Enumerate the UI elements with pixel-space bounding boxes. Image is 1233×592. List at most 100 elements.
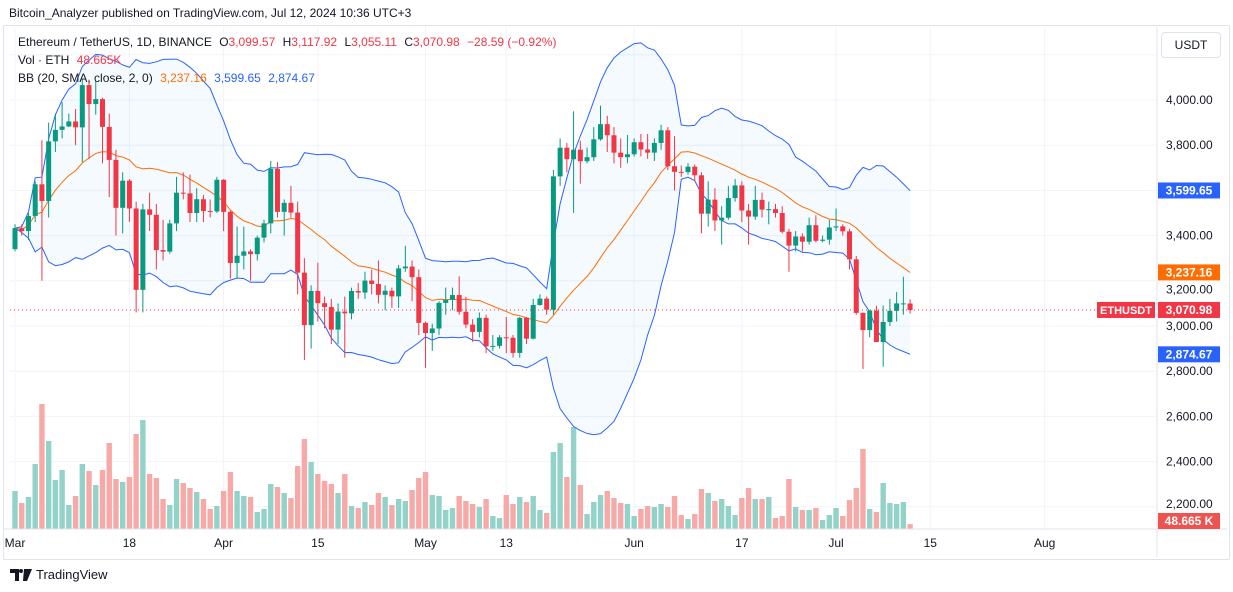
candle-body [476, 317, 482, 332]
candle-body [698, 175, 704, 214]
candle-body [786, 231, 792, 246]
volume-bar [665, 507, 671, 529]
volume-bar [66, 505, 72, 529]
candle-body [443, 299, 449, 303]
candle-body [463, 311, 469, 325]
candle-body [550, 176, 556, 310]
volume-bar [234, 491, 240, 529]
time-tick-label: 15 [924, 536, 938, 550]
candle-body [160, 250, 166, 252]
candle-body [288, 202, 294, 213]
legend-bb-row: BB (20, SMA, close, 2, 0) 3,237.16 3,599… [18, 71, 319, 85]
candle-body [416, 277, 422, 323]
volume-bar [772, 518, 779, 529]
candle-body [301, 272, 307, 326]
candle-body [483, 317, 489, 347]
symbol-title[interactable]: Ethereum / TetherUS, 1D, BINANCE [18, 35, 212, 49]
candle-body [739, 185, 745, 211]
candle-body [396, 268, 402, 297]
candle-body [624, 154, 630, 158]
candle-body [772, 209, 778, 213]
candle-body [523, 317, 529, 339]
volume-bar [200, 499, 207, 529]
volume-value: 48.665K [76, 53, 122, 67]
candle-body [826, 227, 832, 240]
candle-body [126, 180, 132, 209]
volume-bar [900, 502, 907, 529]
volume-bar [180, 483, 186, 529]
candle-body [52, 129, 58, 142]
bb-label[interactable]: BB (20, SMA, close, 2, 0) [18, 71, 153, 85]
volume-bar [194, 492, 200, 529]
volume-bar [510, 504, 516, 529]
bb-lower-value: 2,874.67 [268, 71, 315, 85]
volume-bar [375, 493, 382, 529]
volume-bar [39, 404, 45, 529]
price-tick-label: 2,400.00 [1166, 455, 1213, 469]
volume-bar [819, 520, 826, 529]
candle-body [672, 166, 678, 172]
volume-bar [409, 490, 415, 529]
bollinger-basis-line [14, 151, 911, 324]
candle-body [349, 290, 354, 314]
volume-bar [806, 510, 812, 529]
volume-bar [72, 496, 79, 529]
volume-bar [698, 489, 705, 529]
price-tick-label: 3,200.00 [1166, 282, 1213, 296]
volume-bar [368, 505, 375, 529]
currency-unit-button[interactable]: USDT [1161, 32, 1221, 58]
candle-body [678, 171, 684, 173]
candle-body [140, 209, 146, 290]
price-tick-label: 2,800.00 [1166, 364, 1213, 378]
volume-bar [12, 491, 18, 529]
low-value: 3,055.11 [351, 35, 397, 49]
candle-body [712, 199, 718, 221]
chart-frame [3, 25, 1230, 560]
candle-body [281, 202, 287, 212]
candle-body [79, 85, 85, 128]
price-tick-label: 2,600.00 [1166, 409, 1213, 423]
candle-body [73, 121, 79, 128]
candle-body [759, 199, 765, 210]
price-tick-label: 3,400.00 [1166, 229, 1213, 243]
candle-body [241, 251, 247, 256]
volume-bar [261, 509, 267, 529]
volume-label[interactable]: Vol · ETH [18, 53, 70, 67]
candle-body [631, 142, 637, 155]
candle-body [557, 147, 563, 177]
volume-bar [557, 443, 563, 529]
volume-bar [799, 510, 806, 529]
volume-bar [496, 518, 503, 529]
candles [12, 79, 913, 369]
volume-bar [99, 470, 106, 529]
volume-bar [93, 485, 99, 529]
time-tick-label: 15 [311, 536, 325, 550]
volume-bar [321, 481, 328, 529]
bollinger-upper-line [14, 42, 911, 290]
candle-body [322, 303, 328, 308]
bb-basis-badge-label: 3,237.16 [1166, 265, 1213, 279]
volume-bar [584, 514, 590, 529]
volume-bar [220, 491, 227, 529]
candle-body [133, 208, 139, 290]
time-tick-label: Aug [1034, 536, 1055, 550]
candle-body [651, 142, 657, 153]
volume-bar [476, 507, 483, 529]
volume-bar [611, 498, 617, 529]
volume-bar [106, 443, 112, 529]
volume-bar [766, 497, 772, 529]
change-value: −28.59 (−0.92%) [467, 35, 557, 49]
volume-bar [146, 474, 153, 529]
volume-bar [786, 479, 792, 529]
volume-bar [328, 484, 335, 529]
volume-bar [718, 499, 725, 529]
volume-bar [813, 508, 819, 529]
candle-body [799, 236, 805, 242]
footer-brand[interactable]: TradingView [10, 567, 108, 582]
price-tick-label: 4,000.00 [1166, 93, 1213, 107]
candle-body [571, 149, 577, 160]
symbol-badge [1097, 301, 1155, 318]
candle-body [375, 283, 381, 295]
volume-bar [436, 496, 442, 529]
